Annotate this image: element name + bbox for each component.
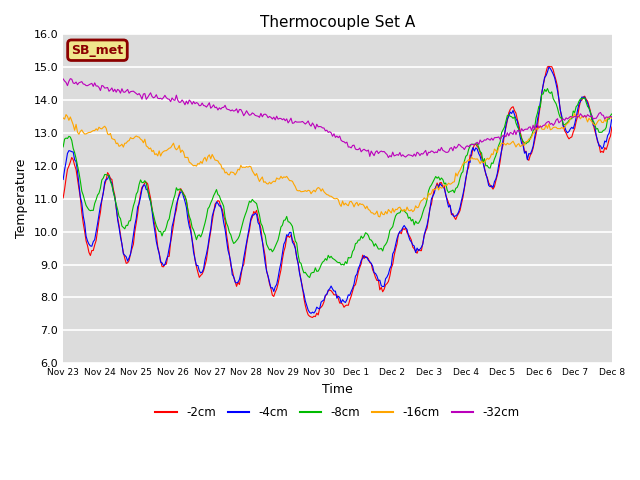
-8cm: [534, 110, 541, 116]
-2cm: [607, 133, 614, 139]
-16cm: [78, 127, 86, 133]
Line: -32cm: -32cm: [63, 79, 612, 157]
-8cm: [60, 144, 67, 150]
-4cm: [545, 64, 553, 70]
-32cm: [453, 144, 461, 150]
-2cm: [343, 302, 351, 308]
-2cm: [545, 63, 553, 69]
-4cm: [78, 200, 86, 206]
-32cm: [608, 114, 616, 120]
Title: Thermocouple Set A: Thermocouple Set A: [260, 15, 415, 30]
-4cm: [343, 297, 351, 302]
-16cm: [534, 127, 541, 132]
Line: -16cm: -16cm: [63, 113, 612, 217]
-16cm: [607, 114, 614, 120]
-4cm: [95, 212, 103, 218]
-32cm: [607, 113, 614, 119]
-8cm: [452, 185, 460, 191]
-2cm: [308, 314, 316, 320]
-32cm: [79, 81, 87, 87]
-32cm: [385, 155, 392, 160]
Line: -2cm: -2cm: [63, 66, 612, 317]
-8cm: [306, 275, 314, 280]
Text: SB_met: SB_met: [72, 44, 124, 57]
-2cm: [452, 216, 460, 222]
-32cm: [60, 76, 67, 82]
-4cm: [607, 123, 614, 129]
-4cm: [608, 115, 616, 120]
-4cm: [452, 213, 460, 219]
-8cm: [543, 85, 551, 91]
-32cm: [535, 125, 543, 131]
Y-axis label: Temperature: Temperature: [15, 159, 28, 239]
-8cm: [608, 111, 616, 117]
-16cm: [376, 214, 383, 220]
X-axis label: Time: Time: [322, 383, 353, 396]
-16cm: [95, 124, 103, 130]
-4cm: [534, 117, 541, 123]
-4cm: [307, 311, 315, 316]
-2cm: [60, 195, 67, 201]
-32cm: [97, 88, 104, 94]
-8cm: [95, 190, 103, 196]
-2cm: [534, 124, 541, 130]
-8cm: [343, 261, 351, 266]
-2cm: [78, 210, 86, 216]
-8cm: [78, 188, 86, 194]
Line: -8cm: -8cm: [63, 88, 612, 277]
-32cm: [343, 139, 351, 145]
-16cm: [608, 116, 616, 121]
Line: -4cm: -4cm: [63, 67, 612, 313]
-32cm: [67, 76, 74, 82]
-16cm: [342, 200, 349, 206]
-16cm: [452, 170, 460, 176]
-16cm: [571, 110, 579, 116]
-2cm: [95, 217, 103, 223]
-16cm: [60, 115, 67, 121]
-2cm: [608, 124, 616, 130]
Legend: -2cm, -4cm, -8cm, -16cm, -32cm: -2cm, -4cm, -8cm, -16cm, -32cm: [151, 401, 524, 423]
-8cm: [607, 113, 614, 119]
-4cm: [60, 177, 67, 182]
